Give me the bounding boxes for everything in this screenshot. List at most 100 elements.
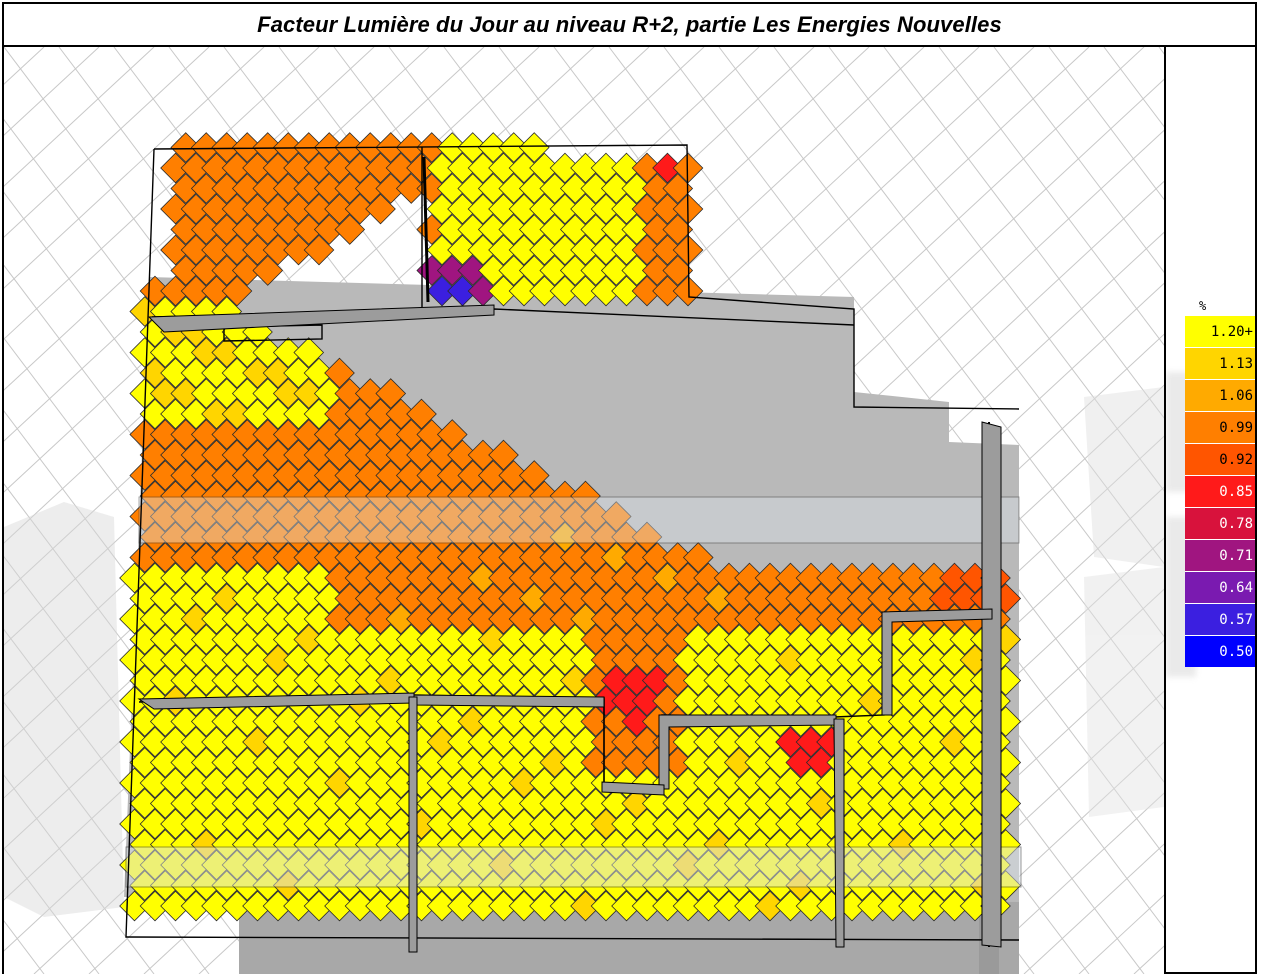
df-cell: [518, 788, 550, 819]
df-cell: [180, 398, 212, 430]
df-cell: [426, 562, 458, 594]
df-cell: [262, 439, 294, 471]
df-cell: [641, 255, 673, 286]
df-cell: [303, 193, 335, 225]
df-cell: [590, 726, 622, 758]
df-cell: [365, 398, 396, 430]
df-cell: [570, 480, 601, 512]
df-cell: [293, 214, 325, 245]
df-cell: [354, 173, 386, 204]
df-cell: [795, 726, 827, 758]
df-cell: [641, 583, 673, 614]
df-cell: [775, 644, 806, 676]
df-cell: [242, 603, 273, 635]
df-cell: [252, 542, 284, 573]
df-cell: [816, 603, 847, 635]
df-cell: [477, 132, 509, 163]
df-cell: [139, 726, 171, 758]
df-cell: [529, 152, 560, 184]
df-cell: [354, 624, 386, 655]
df-cell: [283, 808, 314, 840]
df-cell: [231, 501, 263, 532]
df-cell: [170, 583, 202, 614]
df-cell: [529, 890, 560, 922]
df-cell: [406, 398, 437, 430]
df-cell: [354, 747, 386, 778]
legend-swatch: 0.99: [1185, 411, 1255, 443]
df-cell: [190, 173, 222, 204]
df-cell: [559, 747, 591, 778]
df-cell: [539, 747, 571, 778]
df-cell: [508, 890, 540, 922]
df-cell: [621, 624, 653, 655]
df-cell: [447, 480, 478, 512]
df-cell: [857, 562, 888, 594]
df-cell: [949, 665, 981, 696]
df-cell: [539, 501, 571, 532]
df-cell: [518, 460, 550, 491]
df-cell: [857, 890, 888, 922]
df-cell: [283, 398, 314, 430]
df-cell: [303, 234, 335, 266]
df-cell: [406, 603, 437, 635]
df-cell: [447, 521, 478, 553]
df-cell: [313, 583, 345, 614]
df-cell: [580, 542, 612, 573]
df-cell: [313, 214, 345, 245]
df-cell: [283, 439, 314, 471]
df-cell: [283, 193, 314, 225]
grid-line: [858, 690, 1164, 974]
df-cell: [744, 583, 776, 614]
df-cell: [600, 542, 632, 573]
df-cell: [488, 439, 519, 471]
df-cell: [518, 542, 550, 573]
df-cell: [498, 747, 530, 778]
df-cell: [324, 890, 355, 922]
df-cell: [785, 583, 817, 614]
df-cell: [795, 890, 827, 922]
df-cell: [477, 460, 509, 491]
df-cell: [211, 501, 243, 532]
df-cell: [324, 562, 355, 594]
df-cell: [559, 665, 591, 696]
grid-line: [4, 47, 595, 595]
df-cell: [252, 624, 284, 655]
df-cell: [139, 480, 171, 512]
df-cell: [313, 747, 345, 778]
df-cell: [426, 193, 458, 225]
df-cell: [488, 193, 519, 225]
df-cell: [406, 480, 437, 512]
df-cell: [447, 562, 478, 594]
df-cell: [129, 747, 161, 778]
df-cell: [447, 808, 478, 840]
df-cell: [570, 562, 601, 594]
df-cell: [436, 214, 468, 245]
df-cell: [344, 808, 376, 840]
df-cell: [293, 337, 325, 368]
df-cell: [570, 644, 601, 676]
df-cell: [795, 644, 827, 676]
df-cell: [600, 214, 632, 245]
df-cell: [262, 193, 294, 225]
df-cell: [498, 255, 530, 286]
df-cell: [518, 214, 550, 245]
df-cell: [570, 234, 601, 266]
df-cell: [939, 685, 970, 717]
df-cell: [190, 214, 222, 245]
df-cell: [652, 603, 683, 635]
df-cell: [221, 439, 253, 471]
df-cell: [149, 501, 181, 532]
daylight-factor-plan: [4, 47, 1164, 974]
df-cell: [611, 152, 642, 184]
df-cell: [272, 460, 304, 491]
wall-strip: [408, 696, 418, 953]
glazing-bands: [125, 496, 1022, 888]
df-cell: [201, 398, 232, 430]
df-cell: [529, 726, 560, 758]
df-cell: [621, 542, 653, 573]
df-cell: [611, 275, 642, 307]
df-cell: [457, 460, 489, 491]
df-cell: [221, 480, 253, 512]
df-cell: [406, 521, 437, 553]
df-cell: [703, 665, 735, 696]
